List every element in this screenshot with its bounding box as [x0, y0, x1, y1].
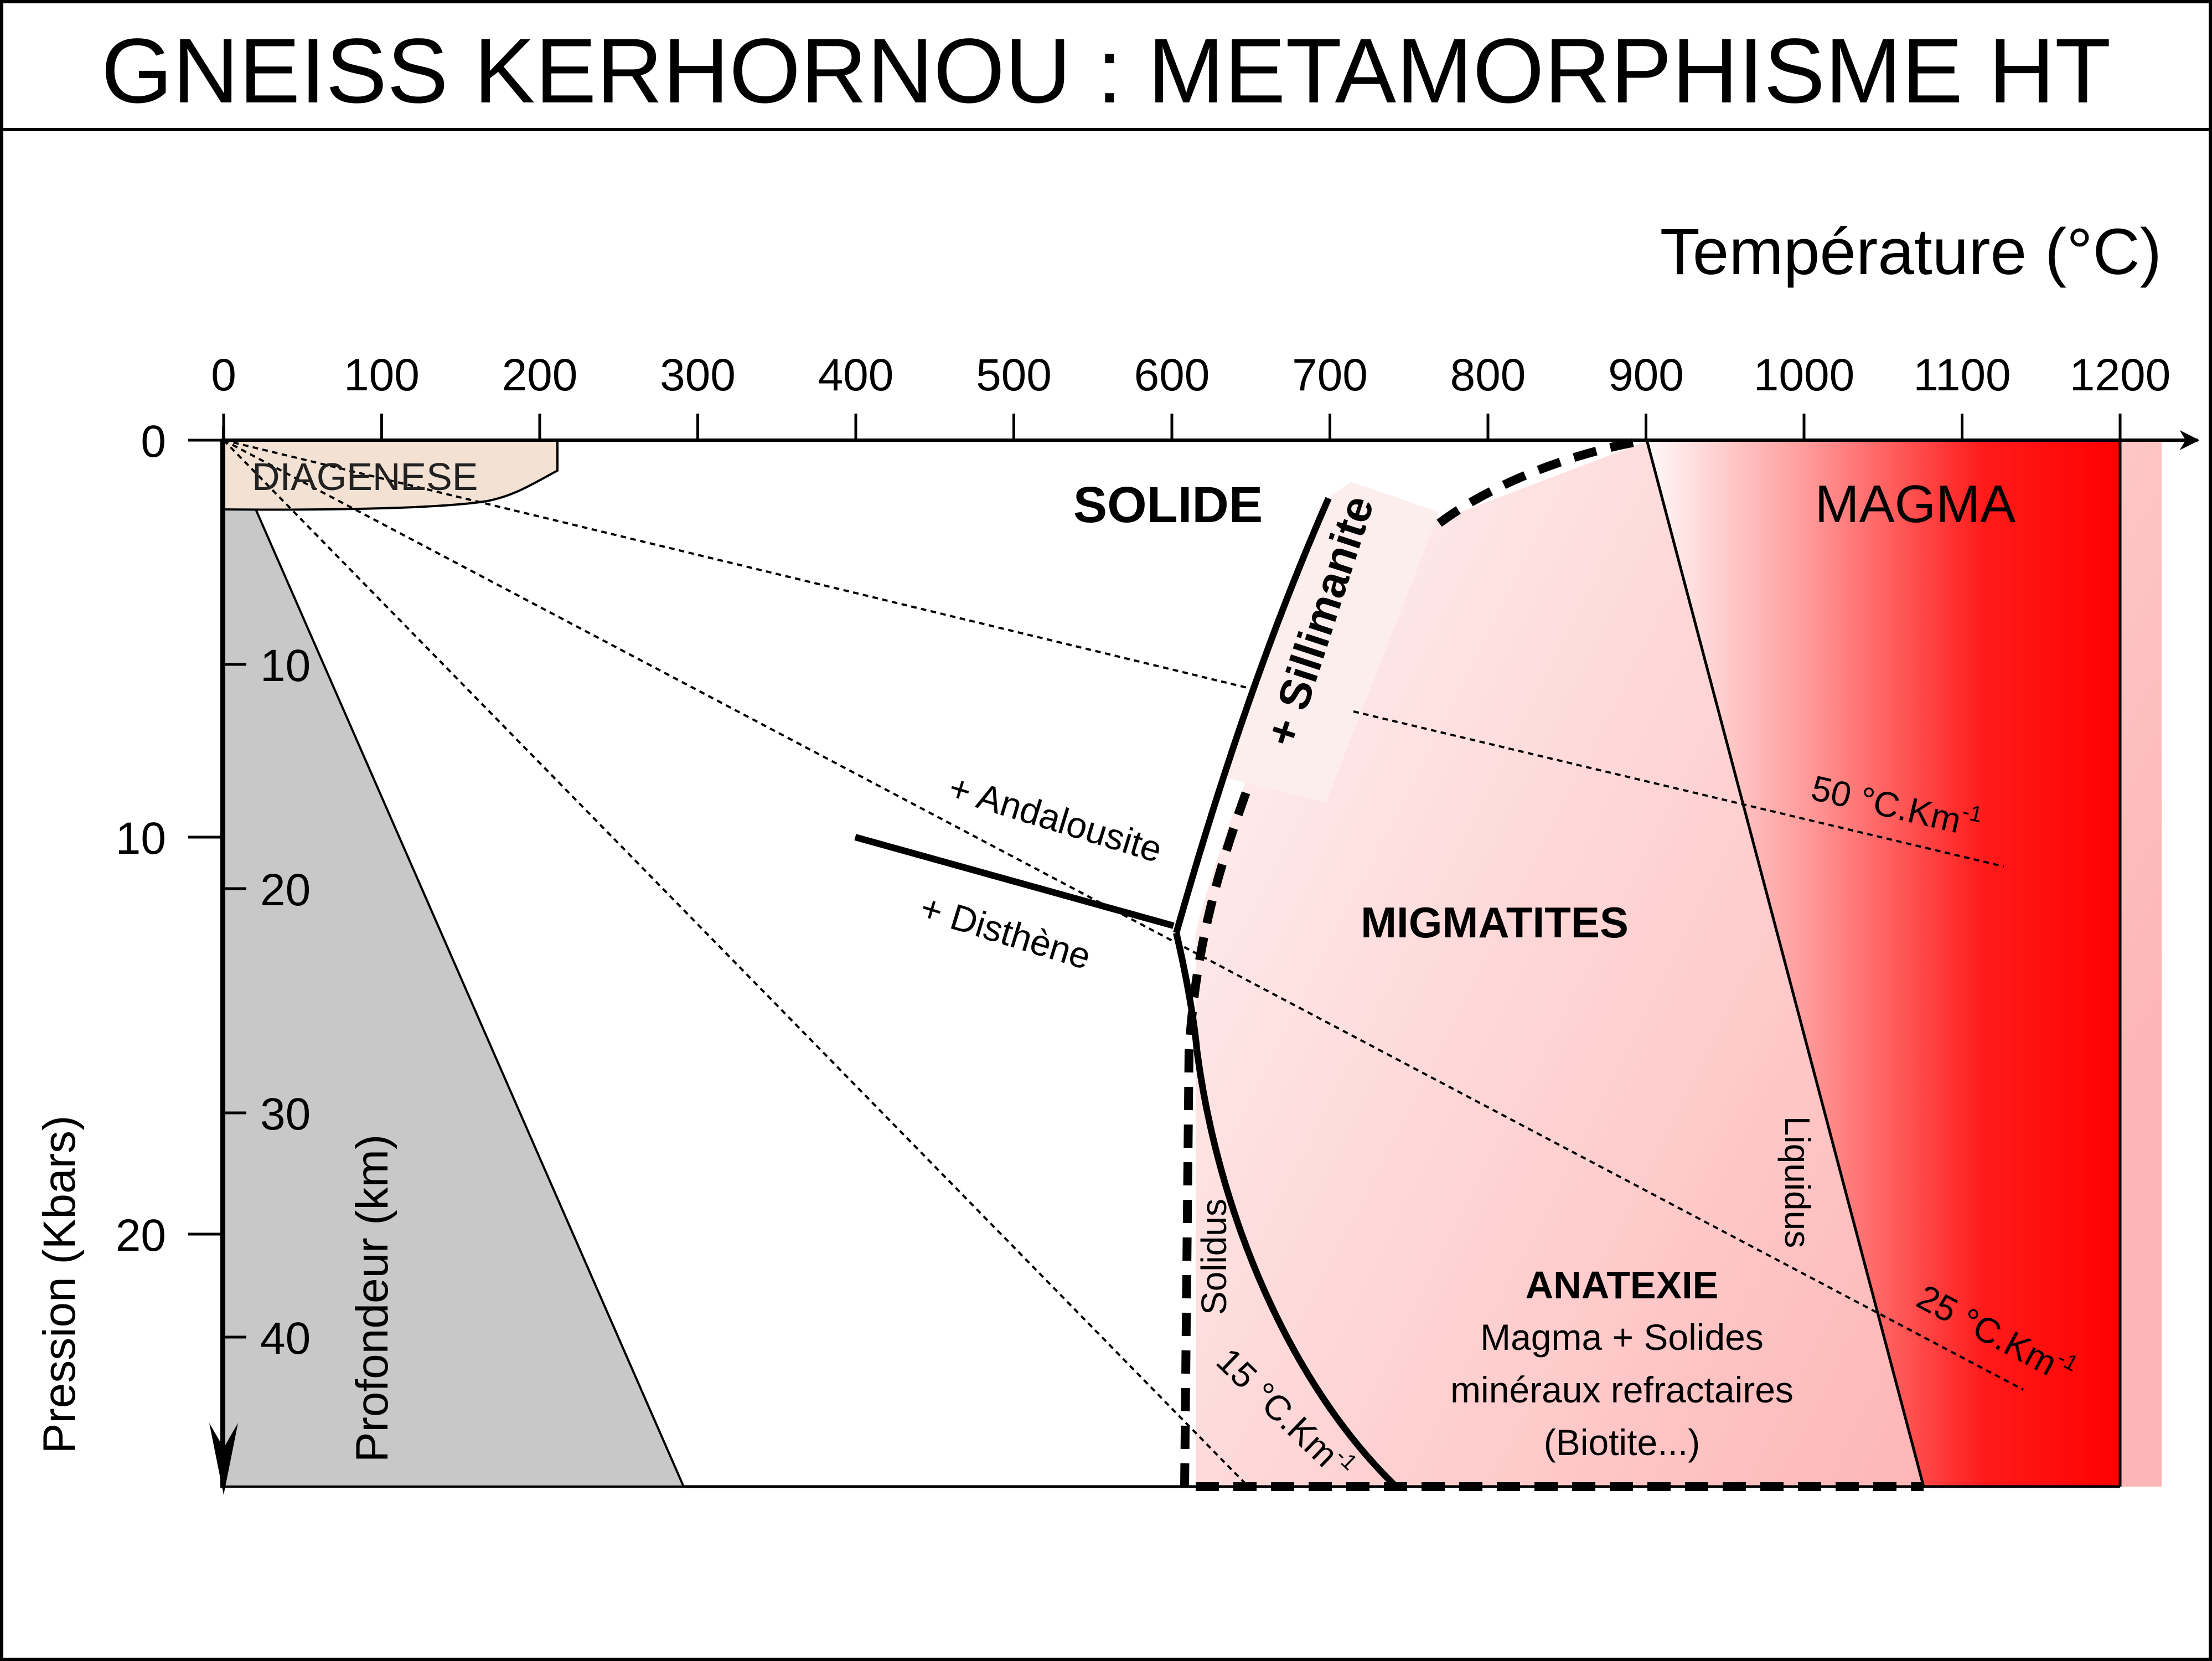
solidus-curve: [1193, 1049, 1399, 1489]
gradient-50-line: [223, 439, 1254, 690]
depth-tick-label: 20: [260, 865, 311, 915]
melt-boundary-dashed: [1180, 785, 1253, 1487]
solide-label: SOLIDE: [1073, 477, 1263, 533]
temperature-tick-label: 300: [660, 350, 736, 400]
temperature-tick-label: 1200: [2070, 350, 2170, 400]
temperature-tick-label: 600: [1134, 350, 1210, 400]
temperature-ticks: 0 100 200 300 400 500 600 700 800 900 1000 1100 1200: [211, 350, 2170, 440]
temperature-tick-label: 400: [818, 350, 894, 400]
anatexie-line-1: Magma + Solides: [1480, 1317, 1764, 1358]
liquidus-label: Liquidus: [1777, 1116, 1817, 1248]
migmatites-label: MIGMATITES: [1361, 898, 1629, 947]
temperature-tick-label: 1100: [1913, 350, 2011, 400]
liquidus-curve: [1645, 440, 1925, 1487]
gradient-50-line-continued: [1353, 710, 2004, 868]
depth-tick-label: 10: [260, 641, 311, 691]
diagenese-label: DIAGENESE: [252, 455, 478, 498]
anatexie-label: ANATEXIE: [1526, 1263, 1719, 1307]
temperature-axis-label: Température (°C): [1660, 215, 2162, 288]
depth-tick-label: 30: [260, 1089, 311, 1139]
temperature-tick-label: 0: [211, 350, 236, 400]
anatexie-line-2: minéraux refractaires: [1450, 1369, 1794, 1410]
magma-label: MAGMA: [1815, 474, 2016, 534]
andalousite-label: + Andalousite: [944, 766, 1167, 870]
pressure-axis-label: Pression (Kbars): [34, 1116, 85, 1454]
pressure-tick-label: 20: [116, 1210, 166, 1261]
pressure-ticks: 0 10 20: [116, 416, 224, 1261]
disthene-label: + Disthène: [916, 886, 1095, 977]
pressure-axis-arrow: [209, 1423, 238, 1495]
pressure-tick-label: 10: [116, 813, 166, 864]
depth-tick-label: 40: [260, 1313, 311, 1364]
gradient-15-line: [223, 439, 1249, 1488]
sillimanite-curve: [1173, 497, 1332, 934]
temperature-tick-label: 200: [502, 350, 578, 400]
disthene-sillimanite-curve: [1173, 932, 1200, 1050]
temperature-tick-label: 500: [976, 350, 1052, 400]
diagenese-zone: [220, 439, 559, 511]
temperature-tick-label: 100: [344, 350, 420, 400]
solidus-label: Solidus: [1194, 1199, 1234, 1315]
anatexie-line-3: (Biotite...): [1544, 1422, 1700, 1463]
andalousite-disthene-curve: [854, 834, 1175, 929]
depth-ticks: 10 20 30 40: [224, 641, 311, 1364]
temperature-tick-label: 900: [1608, 350, 1684, 400]
depth-axis-label: Profondeur (km): [347, 1134, 397, 1462]
temperature-tick-label: 800: [1450, 350, 1526, 400]
temperature-tick-label: 700: [1292, 350, 1368, 400]
page-title: GNEISS KERHORNOU : METAMORPHISME HT: [101, 20, 2111, 122]
pressure-tick-label: 0: [141, 416, 166, 467]
melt-boundary-dashed-top: [1436, 436, 1648, 527]
sillimanite-band: [1226, 482, 1439, 803]
magma-field: [1647, 440, 2120, 1487]
temperature-tick-label: 1000: [1754, 350, 1854, 400]
